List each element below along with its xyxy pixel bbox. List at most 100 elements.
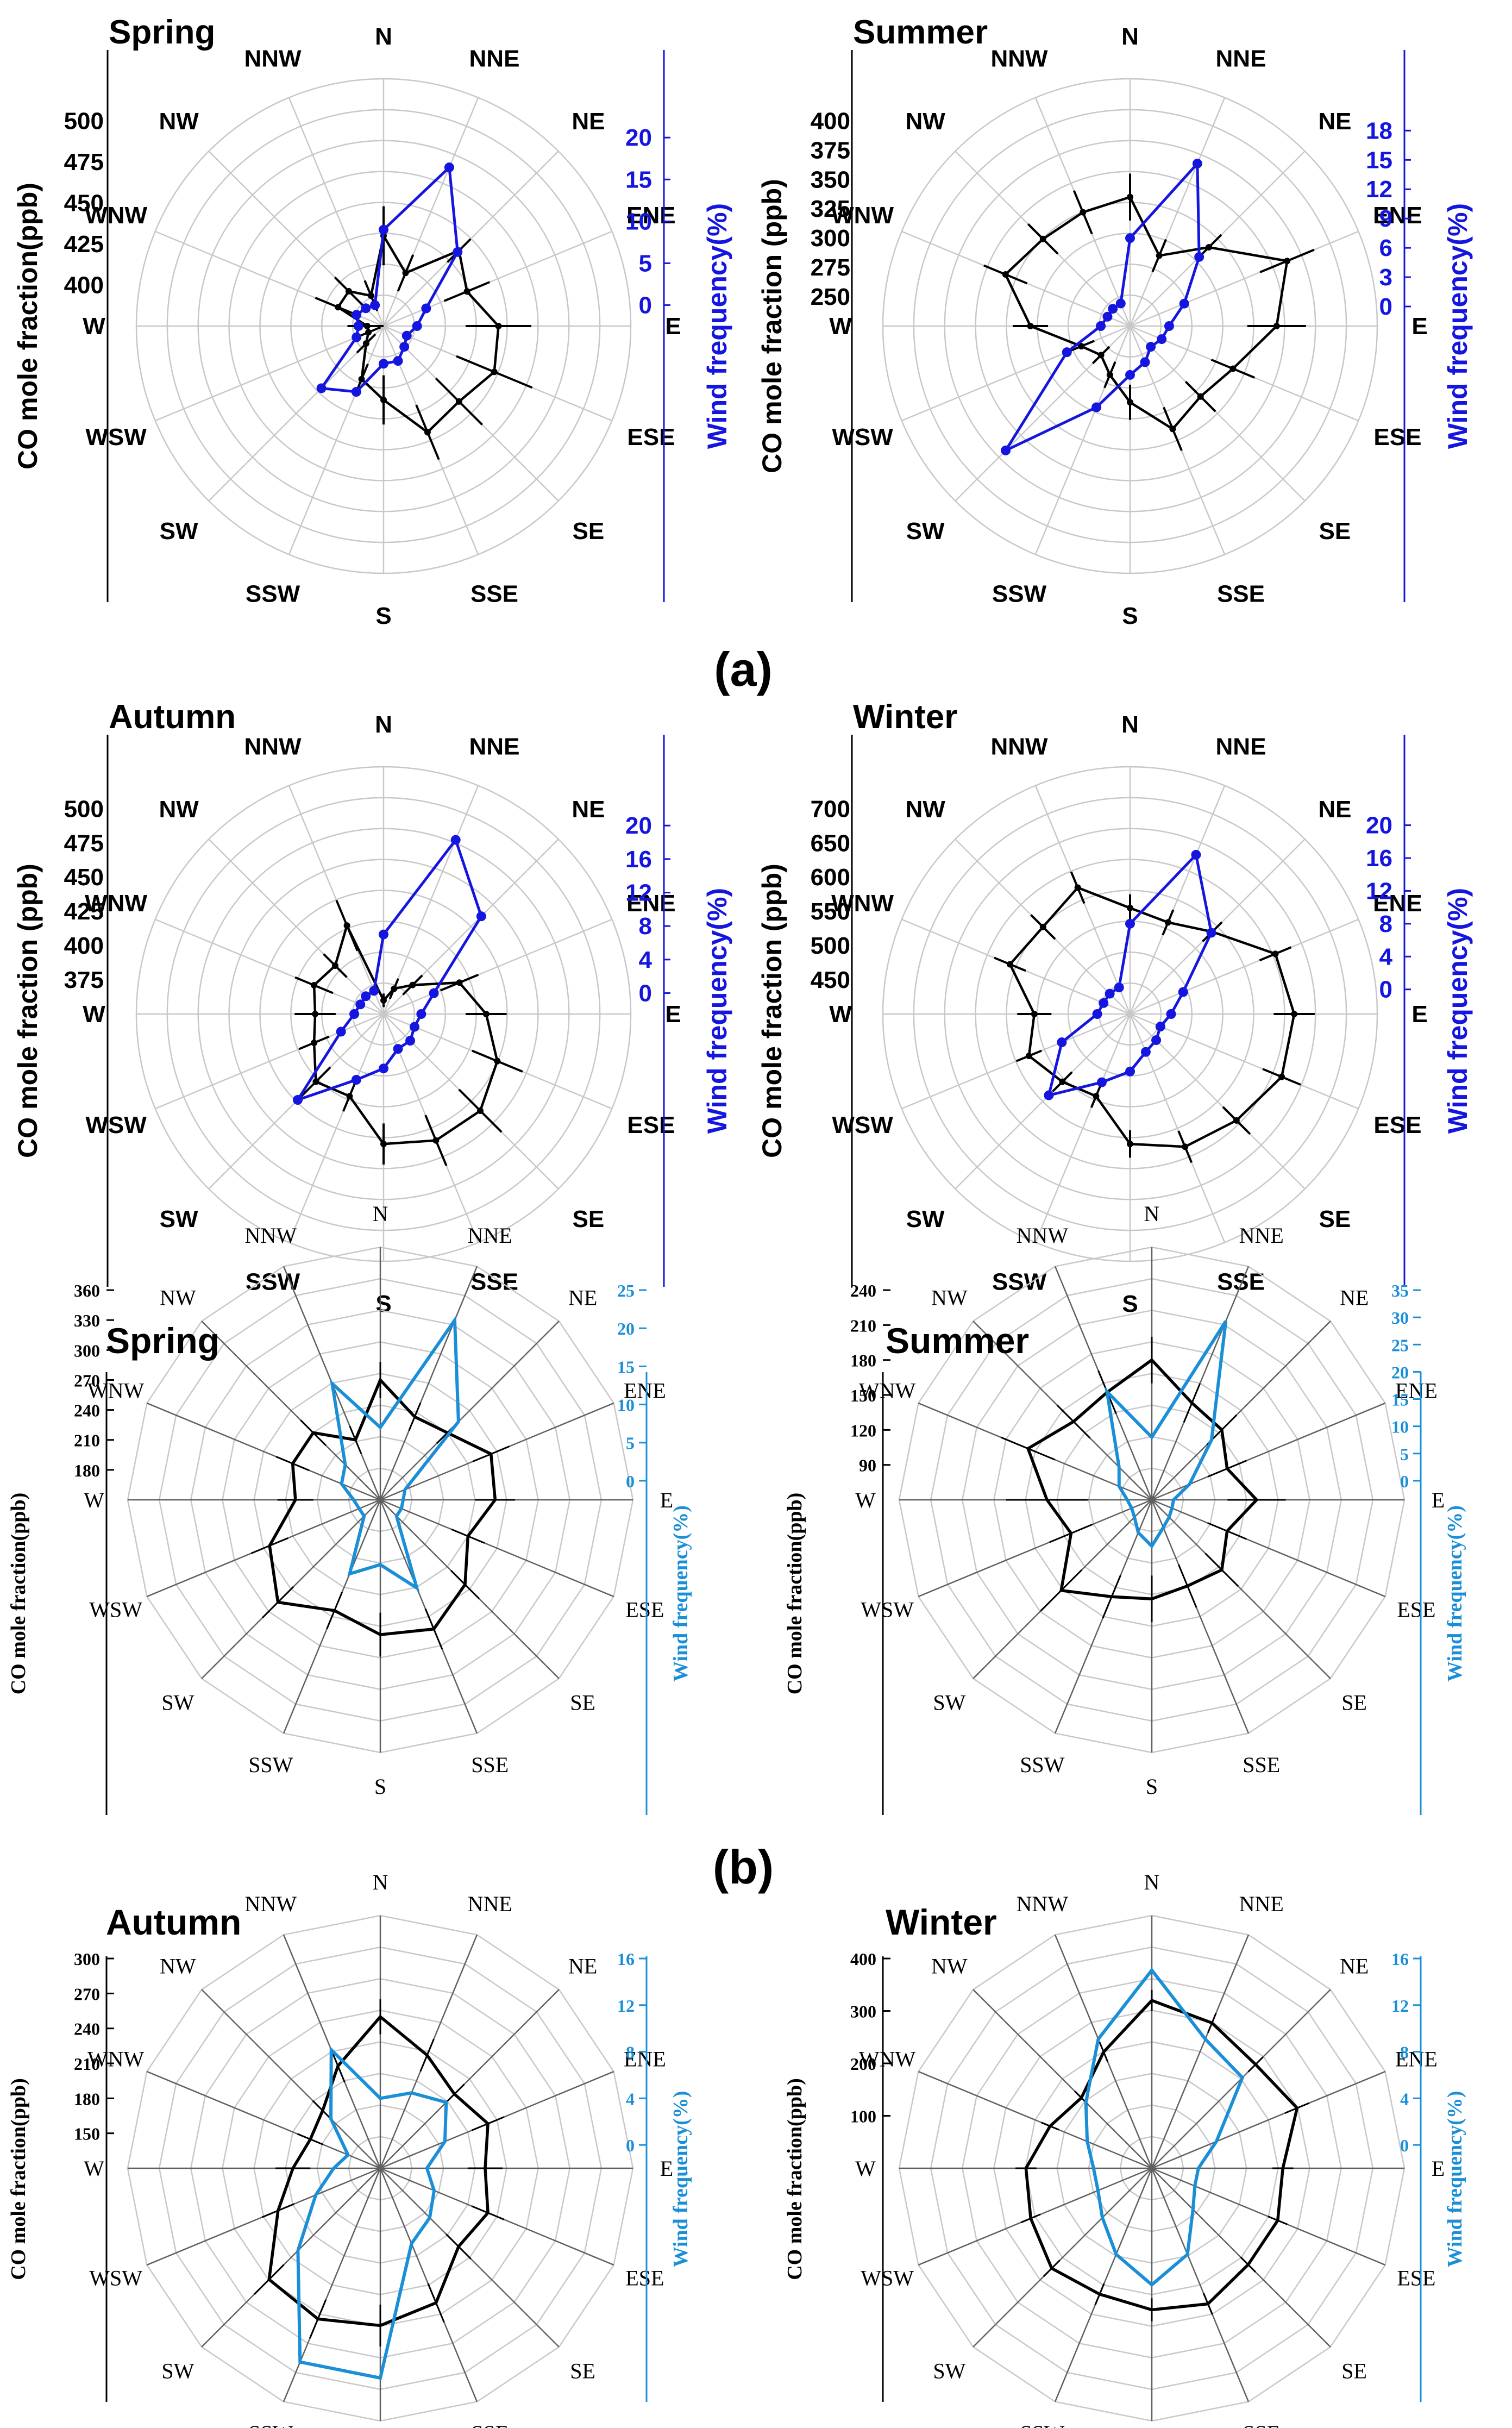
- co-tick-label: 375: [811, 137, 850, 164]
- direction-label-NNW: NNW: [990, 734, 1048, 760]
- wind-point-WNW: [1102, 311, 1113, 322]
- spoke-NNE: [1129, 97, 1226, 327]
- panel-title: Spring: [106, 1321, 219, 1361]
- co-point-SE: [1233, 1117, 1240, 1124]
- wind-tick-label: 15: [1391, 1390, 1409, 1410]
- wind-tick-label: 5: [639, 250, 652, 277]
- panel-title: Winter: [853, 698, 957, 736]
- direction-label-WNW: WNW: [859, 1378, 916, 1403]
- wind-point-SE: [399, 342, 410, 352]
- co-point-SSE: [1182, 1143, 1189, 1150]
- spoke-NNE: [382, 785, 479, 1015]
- spoke-NE: [1151, 1321, 1331, 1500]
- direction-label-SW: SW: [161, 1691, 194, 1715]
- direction-label-W: W: [83, 313, 105, 340]
- co-point-ENE: [1284, 258, 1291, 265]
- co-tick-label: 400: [64, 933, 104, 959]
- co-point-ENE: [1272, 950, 1279, 958]
- co-tick-label: 100: [850, 2107, 876, 2126]
- panel-title: Summer: [853, 14, 988, 51]
- direction-label-WSW: WSW: [89, 2266, 142, 2291]
- co-point-NNE: [391, 985, 398, 992]
- direction-label-NE: NE: [1318, 796, 1351, 823]
- spoke-NE: [383, 151, 559, 327]
- direction-label-W: W: [855, 2156, 876, 2181]
- group-b-label: (b): [713, 1840, 774, 1894]
- group-a-label: (a): [714, 642, 773, 696]
- panel-title: Summer: [886, 1321, 1029, 1361]
- co-point-NNE: [1156, 252, 1163, 259]
- direction-label-WNW: WNW: [859, 2047, 916, 2071]
- wind-tick-label: 20: [1366, 812, 1392, 839]
- direction-label-ESE: ESE: [625, 1598, 664, 1622]
- spoke-NE: [380, 1321, 560, 1500]
- radar-panel-b-summer: NNNENEENEEESESESSESSSWSWWSWWWNWNWNNW9012…: [783, 1202, 1466, 1815]
- co-tick-label: 325: [811, 196, 850, 222]
- direction-label-NNW: NNW: [1017, 1892, 1069, 1916]
- spoke-NW: [201, 1989, 381, 2169]
- direction-label-NNW: NNW: [245, 1223, 297, 1248]
- co-tick-label: 300: [74, 1949, 100, 1969]
- direction-label-SSE: SSE: [470, 1268, 518, 1295]
- wind-point-NW: [1105, 988, 1115, 999]
- co-tick-label: 210: [850, 1316, 876, 1335]
- co-series-line: [1008, 886, 1296, 1148]
- wind-point-ESE: [1157, 334, 1167, 345]
- direction-label-N: N: [1144, 1202, 1160, 1226]
- wind-tick-label: 3: [1379, 264, 1392, 291]
- direction-label-SE: SE: [570, 1691, 595, 1715]
- wind-point-SSE: [1140, 1047, 1151, 1057]
- co-tick-label: 330: [74, 1311, 100, 1330]
- co-tick-label: 450: [64, 864, 104, 891]
- wind-tick-label: 12: [1366, 878, 1392, 904]
- co-tick-label: 120: [850, 1420, 876, 1440]
- direction-label-E: E: [1432, 1488, 1445, 1512]
- direction-label-S: S: [1146, 1774, 1158, 1799]
- direction-label-SW: SW: [160, 1206, 198, 1232]
- direction-label-SE: SE: [573, 518, 605, 545]
- co-point-N: [1127, 904, 1133, 911]
- co-point-SE: [1197, 393, 1204, 400]
- wind-point-NW: [361, 991, 371, 1002]
- wind-point-NNW: [369, 986, 379, 996]
- direction-label-NNE: NNE: [468, 1892, 512, 1916]
- wind-series-line: [330, 1315, 460, 1592]
- direction-label-N: N: [373, 1202, 388, 1226]
- direction-label-NNE: NNE: [469, 46, 520, 72]
- co-axis-label: CO mole fraction(ppb): [783, 1493, 806, 1695]
- direction-label-NNE: NNE: [1239, 1223, 1284, 1248]
- direction-label-S: S: [375, 1291, 391, 1317]
- wind-point-N: [379, 929, 388, 940]
- wind-point-N: [1125, 233, 1135, 243]
- direction-label-NNW: NNW: [244, 734, 302, 760]
- co-point-WNW: [335, 304, 342, 311]
- spoke-ENE: [383, 230, 612, 327]
- direction-label-NW: NW: [160, 1285, 196, 1310]
- wind-point-SSW: [351, 1075, 361, 1085]
- co-tick-label: 375: [64, 967, 104, 993]
- wind-point-WSW: [1057, 1037, 1067, 1048]
- wind-point-NNE: [450, 835, 461, 845]
- direction-label-N: N: [1121, 711, 1139, 738]
- direction-label-WNW: WNW: [87, 2047, 145, 2071]
- wind-tick-label: 0: [1379, 977, 1392, 1003]
- direction-label-NNE: NNE: [1216, 734, 1266, 760]
- wind-tick-label: 15: [625, 166, 652, 193]
- co-point-NE: [409, 981, 416, 988]
- wind-axis-label: Wind frequency(%): [1444, 2091, 1466, 2268]
- co-point-SSW: [346, 1093, 353, 1100]
- co-series-line: [268, 1377, 497, 1636]
- direction-label-ENE: ENE: [1373, 890, 1422, 917]
- spoke-NE: [380, 1989, 560, 2169]
- spoke-SW: [973, 2168, 1152, 2348]
- wind-point-W: [1096, 321, 1106, 331]
- wind-tick-label: 20: [625, 812, 652, 839]
- direction-label-SSW: SSW: [992, 1268, 1047, 1295]
- direction-label-ESE: ESE: [625, 2266, 664, 2291]
- direction-label-NW: NW: [931, 1954, 968, 1978]
- co-tick-label: 180: [74, 2089, 100, 2108]
- direction-label-WNW: WNW: [87, 1378, 145, 1403]
- direction-label-ESE: ESE: [627, 424, 675, 450]
- wind-tick-label: 18: [1366, 117, 1392, 144]
- co-point-E: [495, 323, 502, 329]
